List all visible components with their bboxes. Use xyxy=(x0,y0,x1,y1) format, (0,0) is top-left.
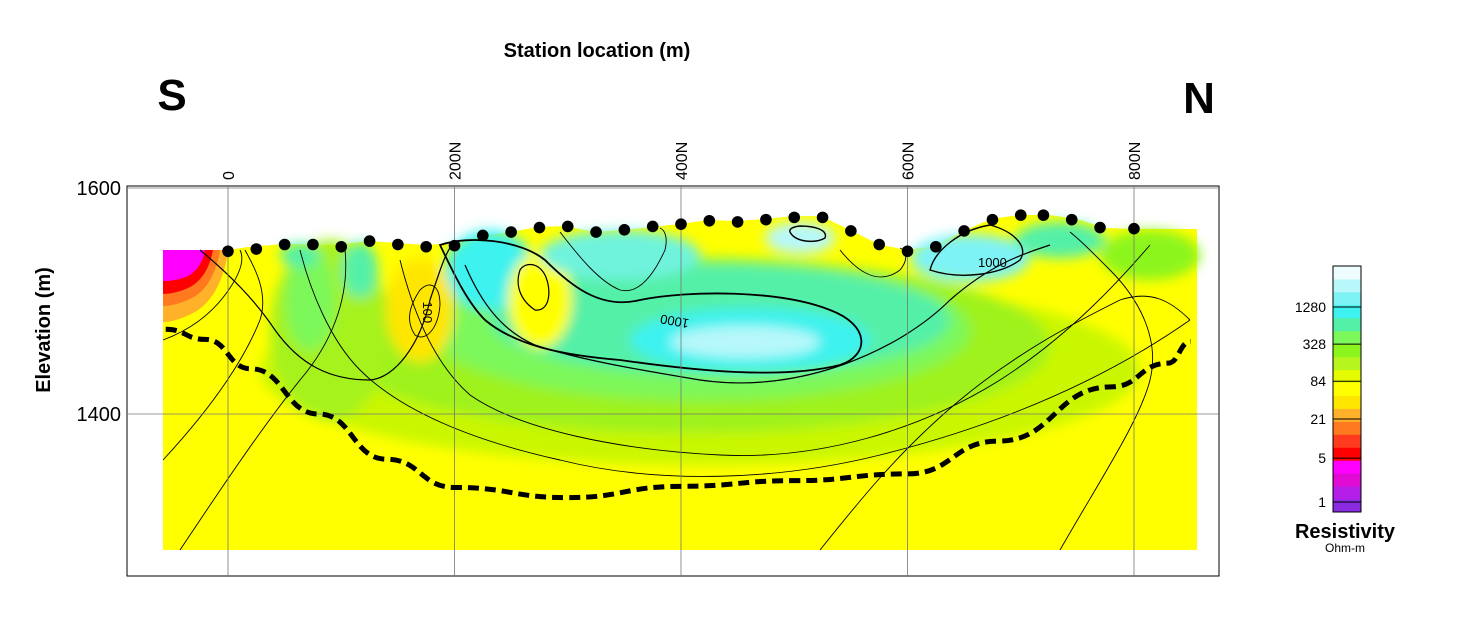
station-marker xyxy=(1094,221,1106,234)
station-marker xyxy=(986,213,999,226)
station-marker xyxy=(477,229,489,242)
colorbar-swatch xyxy=(1333,343,1361,358)
colorbar-swatch xyxy=(1333,266,1361,280)
station-marker xyxy=(930,240,942,253)
station-marker xyxy=(901,245,914,258)
station-marker xyxy=(646,220,659,233)
colorbar-swatch xyxy=(1333,291,1361,306)
interpreted-boundary-line xyxy=(165,326,1192,501)
y-tick-label: 1400 xyxy=(77,404,122,426)
station-marker xyxy=(618,224,631,236)
contour-lines xyxy=(162,224,1191,551)
station-marker xyxy=(222,245,234,258)
station-marker xyxy=(1014,209,1027,221)
station-marker xyxy=(845,225,857,237)
x-tick-label: 200N xyxy=(448,142,465,180)
station-marker xyxy=(307,238,319,251)
station-marker xyxy=(505,226,517,238)
x-tick-label: 400N xyxy=(674,142,691,180)
colorbar-swatch xyxy=(1333,447,1361,461)
station-marker xyxy=(392,238,404,251)
colorbar-tick-label: 84 xyxy=(1310,373,1326,389)
station-marker xyxy=(731,216,744,228)
plot-frame xyxy=(126,185,1220,577)
resistivity-model: 100 1000 1000 xyxy=(127,186,1219,576)
x-tick-label: 600N xyxy=(901,142,918,180)
colorbar-tick-label: 1 xyxy=(1318,494,1326,510)
station-marker xyxy=(278,238,291,251)
direction-south-label: S xyxy=(157,71,186,120)
colorbar-frame xyxy=(1332,265,1362,513)
colorbar-swatch xyxy=(1333,460,1361,474)
colorbar-swatch xyxy=(1333,395,1361,409)
colorbar-swatch xyxy=(1333,486,1361,500)
colorbar-ticks: 1280 328 84 21 5 1 xyxy=(1295,299,1361,510)
colorbar-swatches xyxy=(1333,266,1361,513)
station-marker xyxy=(1128,222,1140,235)
station-marker xyxy=(788,211,801,224)
contour-value-label: 1000 xyxy=(659,311,690,331)
colorbar-swatch xyxy=(1333,356,1361,371)
station-marker xyxy=(1065,213,1078,226)
colorbar-swatch xyxy=(1333,278,1361,293)
station-marker xyxy=(590,226,602,238)
colorbar-swatch xyxy=(1333,499,1361,513)
x-tick-label: 0 xyxy=(221,171,238,180)
station-marker xyxy=(958,225,970,237)
station-marker xyxy=(533,221,546,234)
colorbar-tick-label: 328 xyxy=(1303,336,1327,352)
colorbar-swatch xyxy=(1333,408,1361,422)
colorbar-unit: Ohm-m xyxy=(1325,541,1365,555)
colorbar-swatch xyxy=(1333,304,1361,319)
conductive-anomaly xyxy=(163,250,228,322)
contour-value-label: 100 xyxy=(420,301,435,323)
y-tick-label: 1600 xyxy=(77,178,122,200)
colorbar-swatch xyxy=(1333,434,1361,448)
station-marker xyxy=(561,220,574,233)
contour-labels: 100 1000 1000 xyxy=(420,255,1007,331)
station-markers xyxy=(222,209,1140,258)
colorbar-swatch xyxy=(1333,369,1361,384)
station-marker xyxy=(760,213,772,226)
station-marker xyxy=(448,239,461,252)
station-marker xyxy=(250,243,263,255)
resistivity-colorbar: 1280 328 84 21 5 1 Resistivity Ohm-m xyxy=(1295,265,1396,555)
station-marker xyxy=(703,214,716,227)
colorbar-tick-label: 5 xyxy=(1318,450,1326,466)
colorbar-title: Resistivity xyxy=(1295,521,1396,543)
colorbar-swatch xyxy=(1333,382,1361,396)
y-axis-ticks: 1600 1400 xyxy=(77,178,122,426)
station-marker xyxy=(335,240,348,253)
y-axis-label: Elevation (m) xyxy=(33,267,55,393)
colorbar-swatch xyxy=(1333,317,1361,332)
chart-title: Station location (m) xyxy=(504,40,691,62)
station-marker xyxy=(363,235,376,247)
colorbar-tick-label: 1280 xyxy=(1295,299,1326,315)
station-marker xyxy=(420,240,432,253)
colorbar-swatch xyxy=(1333,330,1361,345)
contour-value-label: 1000 xyxy=(978,255,1007,270)
colorbar-swatch xyxy=(1333,473,1361,487)
direction-north-label: N xyxy=(1183,74,1215,123)
station-marker xyxy=(873,238,885,251)
station-marker xyxy=(675,218,687,230)
station-marker xyxy=(816,211,829,224)
station-marker xyxy=(1037,209,1050,221)
colorbar-swatch xyxy=(1333,421,1361,435)
x-axis-ticks: 0 200N 400N 600N 800N xyxy=(221,142,1144,180)
colorbar-tick-label: 21 xyxy=(1310,411,1326,427)
x-tick-label: 800N xyxy=(1127,142,1144,180)
